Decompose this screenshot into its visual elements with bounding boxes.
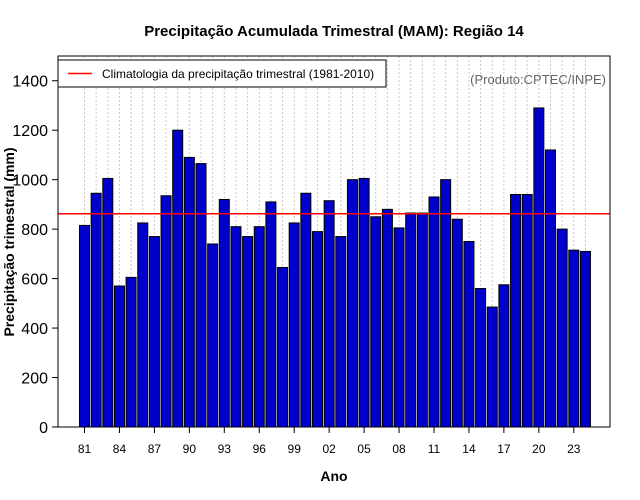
bar-2019	[521, 194, 533, 428]
x-tick-label: 90	[183, 442, 197, 456]
bar-2017	[498, 284, 510, 428]
bar-2005	[358, 177, 370, 428]
bar-1994	[230, 226, 242, 428]
product-credit: (Produto:CPTEC/INPE)	[470, 72, 606, 87]
bar-1997	[265, 201, 277, 428]
y-tick-label: 800	[21, 222, 48, 239]
bar-1995	[242, 236, 254, 428]
y-tick-label: 1400	[12, 74, 48, 91]
bar-1999	[288, 222, 300, 428]
bar-1998	[277, 266, 289, 428]
x-tick-label: 20	[532, 442, 546, 456]
bar-2022	[556, 228, 568, 428]
bar-1982	[90, 192, 102, 428]
bar-1987	[148, 236, 160, 428]
plot-frame	[57, 55, 611, 428]
bar-1990	[183, 156, 195, 428]
bar-2006	[370, 216, 382, 428]
x-tick-label: 02	[322, 442, 336, 456]
y-axis-title: Precipitação trimestral (mm)	[1, 147, 17, 336]
bar-2011	[428, 196, 440, 428]
x-tick-label: 08	[392, 442, 406, 456]
y-tick-label: 200	[21, 371, 48, 388]
y-tick-label: 600	[21, 272, 48, 289]
x-axis: 81 84 87 90 93 96 99 02 05 08 11 14 17 20 23	[78, 427, 581, 456]
y-tick-label: 1200	[12, 123, 48, 140]
bar-1996	[253, 226, 265, 428]
bar-2015	[475, 287, 487, 428]
bar-2023	[568, 249, 580, 428]
legend-label: Climatologia da precipitação trimestral …	[102, 67, 374, 81]
y-tick-label: 1000	[12, 173, 48, 190]
bar-1991	[195, 163, 207, 428]
bar-2020	[533, 107, 545, 428]
bar-2009	[405, 212, 417, 428]
bar-2014	[463, 241, 475, 428]
bar-1984	[113, 285, 125, 428]
bar-2021	[545, 149, 556, 428]
x-tick-label: 99	[288, 442, 302, 456]
bar-1983	[102, 177, 114, 428]
bar-2003	[335, 236, 347, 428]
bar-2010	[416, 212, 428, 428]
bar-2012	[440, 179, 452, 428]
legend: Climatologia da precipitação trimestral …	[57, 59, 387, 88]
bar-2024	[579, 250, 591, 428]
bar-2016	[486, 306, 498, 428]
bar-2008	[393, 227, 405, 428]
bar-2004	[346, 179, 358, 428]
legend-box	[57, 59, 387, 88]
bar-2013	[451, 218, 463, 428]
y-axis: 0 200 400 600 800 1000 1200 1400	[12, 74, 58, 437]
x-tick-label: 93	[218, 442, 232, 456]
x-tick-label: 05	[357, 442, 371, 456]
bar-2007	[381, 208, 393, 428]
x-tick-label: 17	[497, 442, 511, 456]
x-tick-label: 23	[567, 442, 581, 456]
bar-1989	[172, 129, 184, 428]
bar-1986	[137, 222, 149, 428]
bar-2000	[300, 192, 312, 428]
x-tick-label: 14	[462, 442, 476, 456]
bar-2001	[312, 231, 323, 428]
chart-title: Precipitação Acumulada Trimestral (MAM):…	[144, 23, 524, 40]
bar-1993	[218, 198, 230, 428]
bar-1992	[207, 243, 219, 428]
bar-1985	[125, 276, 137, 428]
y-tick-label: 400	[21, 321, 48, 338]
x-tick-label: 87	[148, 442, 162, 456]
bar-1988	[160, 195, 172, 428]
bar-1981	[79, 224, 90, 428]
bars-group	[79, 107, 591, 428]
bar-2018	[510, 194, 522, 428]
x-tick-label: 84	[113, 442, 127, 456]
bar-2002	[323, 200, 335, 428]
x-tick-label: 96	[253, 442, 267, 456]
x-axis-title: Ano	[320, 468, 347, 484]
x-tick-label: 81	[78, 442, 92, 456]
x-tick-label: 11	[428, 442, 441, 456]
y-tick-label: 0	[39, 420, 48, 437]
